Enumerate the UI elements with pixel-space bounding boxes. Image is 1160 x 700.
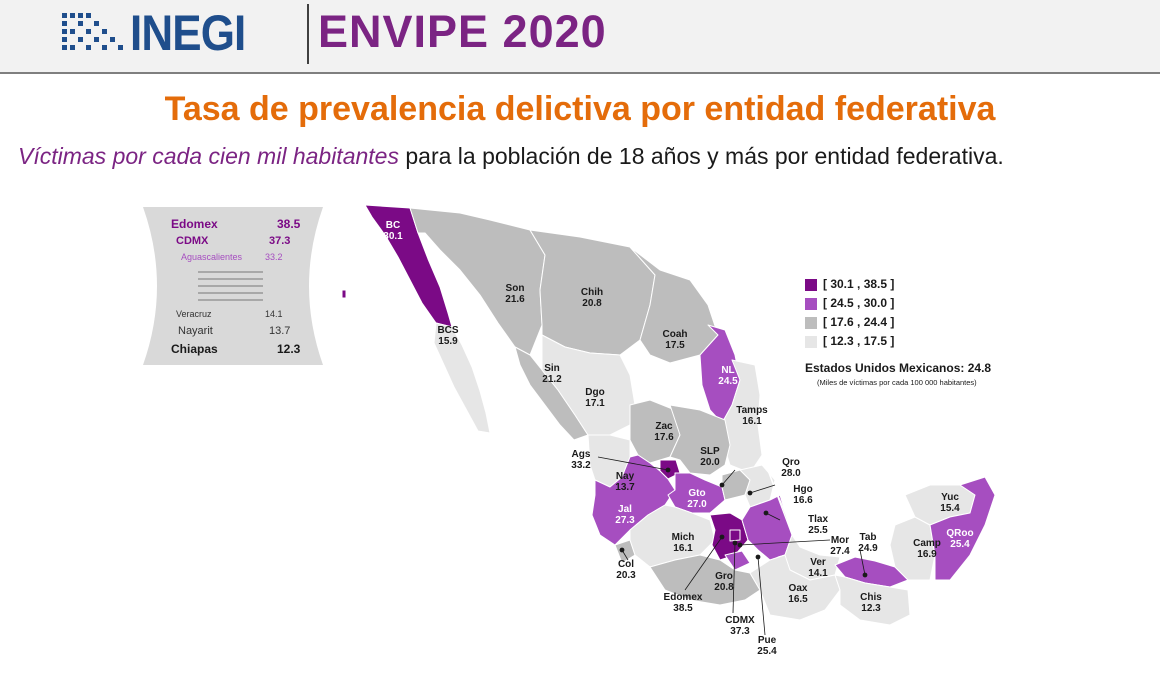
region-mor	[724, 550, 751, 571]
map-label-mich: Mich 16.1	[671, 532, 695, 554]
rank-top-3-name: Aguascalientes	[181, 252, 243, 262]
national-label: Estados Unidos Mexicanos:	[805, 361, 965, 375]
map-label-mor: Mor 27.4	[830, 535, 850, 557]
map-label-col: Col 20.3	[616, 559, 636, 581]
subtitle-emphasis: Víctimas por cada cien mil habitantes	[18, 143, 399, 169]
legend-swatch	[805, 336, 817, 348]
map-label-pue: Pue 25.4	[757, 635, 777, 657]
rank-bottom-1-name: Veracruz	[176, 309, 212, 319]
rank-bottom-1-value: 14.1	[265, 309, 283, 319]
map-label-tab: Tab 24.9	[858, 532, 878, 554]
legend-swatch	[805, 279, 817, 291]
ranking-panel-background	[143, 207, 323, 365]
map-label-dgo: Dgo 17.1	[585, 387, 605, 409]
map-label-nay: Nay 13.7	[615, 471, 635, 493]
mexico-choropleth-map: BC 30.1 BCS 15.9 Son 21.6 Chih 20.8 Coah 17.5…	[330, 195, 1030, 665]
map-svg	[341, 204, 996, 636]
map-label-yuc: Yuc 15.4	[940, 492, 960, 514]
rank-bottom-3-value: 12.3	[277, 342, 301, 356]
rank-bottom-2-value: 13.7	[269, 325, 291, 337]
region-islands	[341, 289, 347, 299]
map-label-cdmx: CDMX 37.3	[725, 615, 755, 637]
legend-label: [ 24.5 , 30.0 ]	[823, 296, 895, 310]
rank-top-1-name: Edomex	[171, 217, 218, 231]
map-label-bcs: BCS 15.9	[437, 325, 459, 347]
page-title: Tasa de prevalencia delictiva por entida…	[164, 90, 996, 128]
map-label-chih: Chih 20.8	[580, 287, 604, 309]
region-gto	[667, 472, 726, 514]
rank-bottom-2-name: Nayarit	[178, 325, 213, 337]
region-slp	[669, 404, 731, 476]
ranking-panel: Edomex 38.5 CDMX 37.3 Aguascalientes 33.…	[143, 207, 323, 365]
rank-top-1-value: 38.5	[277, 217, 301, 231]
map-label-coah: Coah 17.5	[662, 329, 688, 351]
national-value: 24.8	[967, 361, 992, 375]
header-divider	[307, 4, 309, 64]
map-label-chis: Chis 12.3	[860, 592, 882, 614]
rank-bottom-3-name: Chiapas	[171, 342, 218, 356]
subtitle: Víctimas por cada cien mil habitantes pa…	[18, 143, 1004, 170]
map-label-gro: Gro 20.8	[714, 571, 734, 593]
inegi-logo-text: INEGI	[130, 5, 246, 61]
map-label-ver: Ver 14.1	[808, 557, 828, 579]
region-bcs	[433, 322, 491, 434]
region-coah	[629, 246, 719, 364]
map-label-hgo: Hgo 16.6	[793, 484, 813, 506]
inegi-logo-icon	[62, 13, 123, 50]
map-label-son: Son 21.6	[505, 283, 525, 305]
region-chis	[834, 574, 911, 626]
legend-label: [ 12.3 , 17.5 ]	[823, 334, 895, 348]
region-cdmx	[729, 529, 741, 542]
map-label-tlax: Tlax 25.5	[807, 514, 829, 536]
national-rate-note: (Miles de víctimas por cada 100 000 habi…	[817, 378, 977, 387]
legend-swatch	[805, 317, 817, 329]
map-label-gto: Gto 27.0	[687, 488, 707, 510]
subtitle-rest: para la población de 18 años y más por e…	[398, 143, 1004, 169]
map-label-camp: Camp 16.9	[913, 538, 941, 560]
survey-title: ENVIPE 2020	[318, 6, 607, 57]
rank-top-2-name: CDMX	[176, 235, 209, 247]
region-qroo	[929, 476, 996, 581]
map-label-nl: NL 24.5	[718, 365, 738, 387]
map-label-jal: Jal 27.3	[615, 504, 635, 526]
rank-top-2-value: 37.3	[269, 235, 291, 247]
region-sin	[514, 346, 589, 441]
rank-top-3-value: 33.2	[265, 252, 283, 262]
legend-swatch	[805, 298, 817, 310]
region-tamps	[721, 359, 763, 474]
map-label-ags: Ags 33.2	[571, 449, 591, 471]
legend-label: [ 17.6 , 24.4 ]	[823, 315, 895, 329]
map-label-bc: BC 30.1	[383, 220, 403, 242]
map-label-slp: SLP 20.0	[700, 446, 720, 468]
header-bar: INEGI ENVIPE 2020	[0, 0, 1160, 74]
map-label-edomex: Edomex 38.5	[663, 592, 703, 614]
map-label-qro: Qro 28.0	[781, 457, 801, 479]
legend-label: [ 30.1 , 38.5 ]	[823, 277, 895, 291]
map-label-tamps: Tamps 16.1	[736, 405, 768, 427]
map-label-zac: Zac 17.6	[654, 421, 674, 443]
map-label-sin: Sin 21.2	[542, 363, 562, 385]
national-rate: Estados Unidos Mexicanos: 24.8	[805, 361, 991, 375]
map-label-oax: Oax 16.5	[788, 583, 808, 605]
map-label-qroo: QRoo 25.4	[946, 528, 974, 550]
